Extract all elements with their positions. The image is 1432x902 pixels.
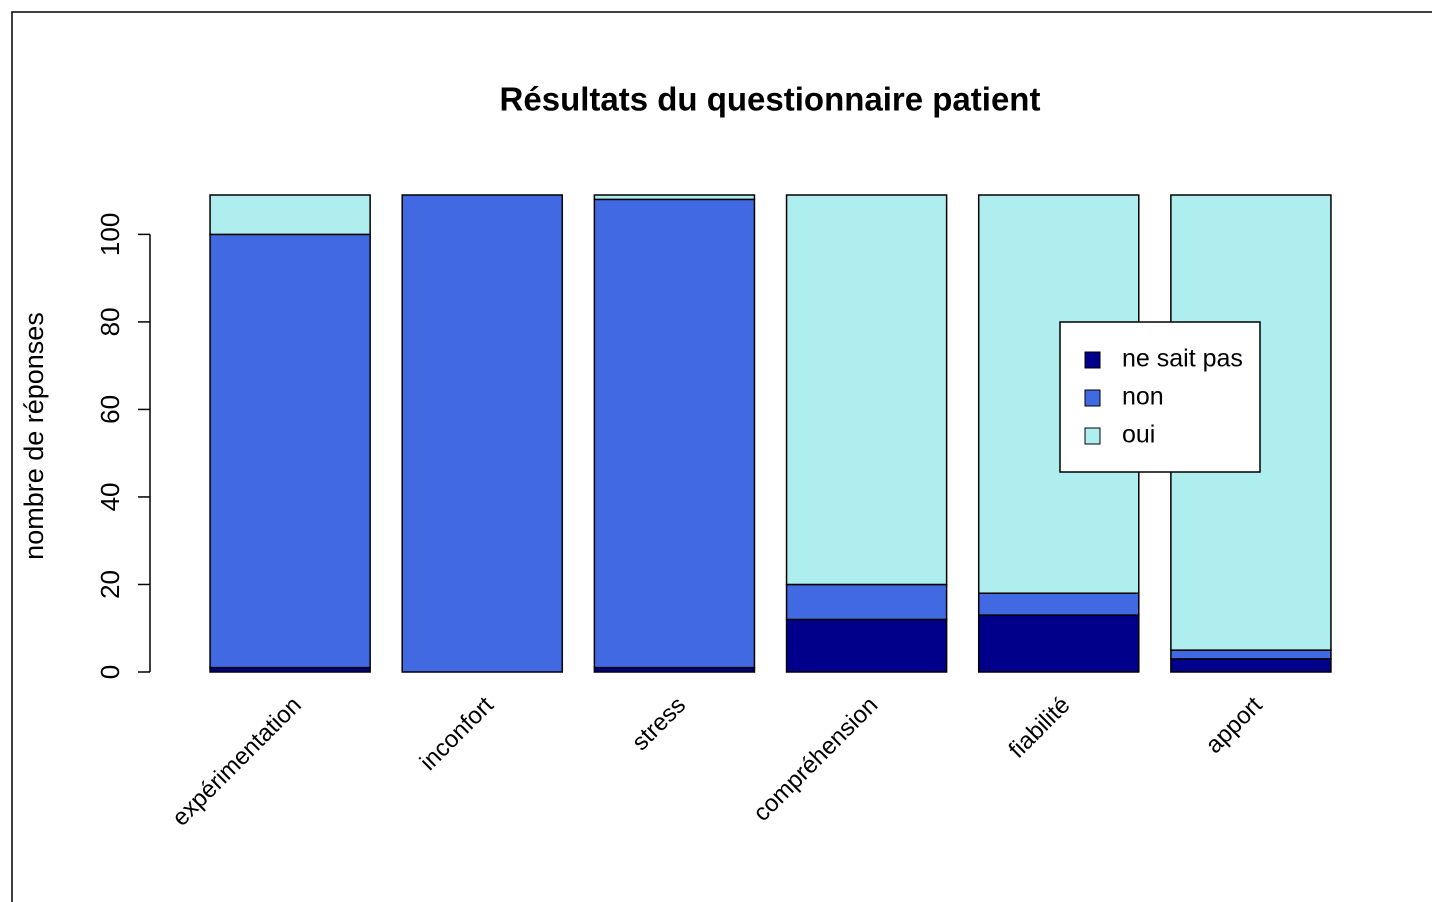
y-tick-label: 80: [95, 307, 125, 336]
y-tick-label: 0: [95, 665, 125, 679]
bar-segment: [593, 194, 756, 201]
bar-segment: [1170, 649, 1332, 660]
y-tick-label: 60: [95, 395, 125, 424]
bar-segment: [977, 614, 1140, 673]
y-tick-label: 100: [95, 213, 125, 256]
bar-segment: [785, 194, 948, 586]
legend-swatch: [1084, 427, 1101, 445]
bar-segment: [209, 233, 371, 669]
legend-swatch: [1084, 389, 1101, 407]
chart-title: Résultats du questionnaire patient: [500, 81, 1041, 118]
bar-segment: [785, 618, 948, 673]
bar-segment: [209, 194, 371, 236]
y-tick-label: 20: [95, 570, 125, 599]
legend-label: oui: [1122, 421, 1155, 449]
legend-swatch: [1084, 351, 1101, 369]
y-axis-label: nombre de réponses: [19, 312, 49, 560]
bar-segment: [977, 592, 1140, 616]
y-tick-label: 40: [95, 482, 125, 511]
bar-segment: [1170, 658, 1332, 673]
legend-label: ne sait pas: [1122, 345, 1243, 373]
bar-segment: [593, 198, 756, 669]
bar-segment: [785, 583, 948, 621]
bar-segment: [401, 194, 564, 673]
legend-label: non: [1122, 383, 1164, 411]
